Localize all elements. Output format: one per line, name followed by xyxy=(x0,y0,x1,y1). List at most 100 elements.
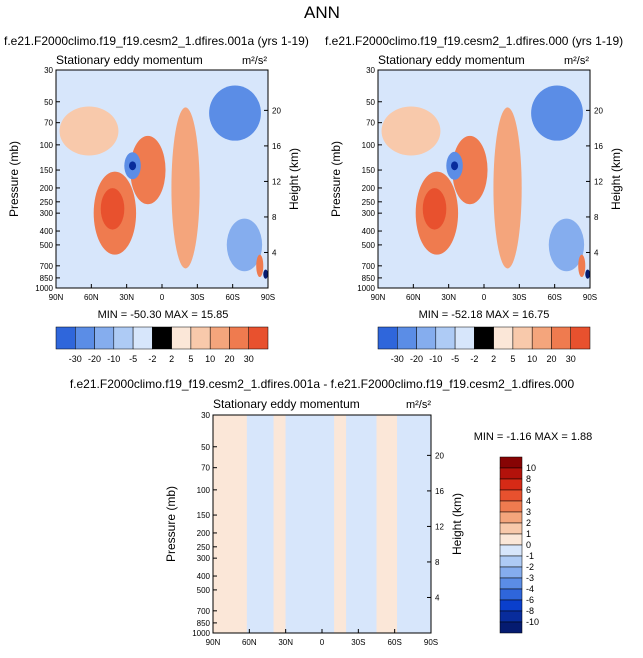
field-region xyxy=(334,415,347,633)
y2-tick-label: 20 xyxy=(272,106,281,115)
main-title: ANN xyxy=(304,3,340,22)
colorbar-label: 3 xyxy=(526,507,531,517)
y2-tick-label: 8 xyxy=(272,213,277,222)
x-tick-label: 0 xyxy=(320,638,325,647)
colorbar-swatch xyxy=(499,522,523,535)
colorbar-label: -30 xyxy=(391,354,404,364)
y-tick-label: 300 xyxy=(40,209,54,218)
y-tick-label: 850 xyxy=(362,274,376,283)
y-tick-label: 1000 xyxy=(35,284,53,293)
x-tick-label: 60S xyxy=(548,293,562,302)
colorbar-label: -10 xyxy=(429,354,442,364)
colorbar-swatch xyxy=(499,555,523,568)
x-tick-label: 30N xyxy=(119,293,134,302)
y2-tick-label: 12 xyxy=(272,177,281,186)
colorbar-label: 30 xyxy=(244,354,254,364)
panel-1-title: f.e21.F2000climo.f19_f19.cesm2_1.dfires.… xyxy=(4,34,309,48)
colorbar-swatch xyxy=(499,566,523,579)
x-tick-label: 0 xyxy=(482,293,487,302)
colorbar-label: -20 xyxy=(88,354,101,364)
y-tick-label: 1000 xyxy=(192,629,210,638)
x-tick-label: 90S xyxy=(583,293,597,302)
y-axis-label: Pressure (mb) xyxy=(164,486,178,562)
contour-feature xyxy=(585,269,590,279)
y-tick-label: 150 xyxy=(40,166,54,175)
colorbar-label: -6 xyxy=(526,595,534,605)
colorbar-swatch xyxy=(248,326,269,350)
x-tick-label: 30S xyxy=(351,638,365,647)
panel-3-title: f.e21.F2000climo.f19_f19.cesm2_1.dfires.… xyxy=(70,377,575,391)
colorbar-label: 2 xyxy=(169,354,174,364)
y2-tick-label: 16 xyxy=(594,142,603,151)
colorbar-swatch xyxy=(132,326,153,350)
x-tick-label: 30N xyxy=(278,638,293,647)
contour-feature xyxy=(129,161,137,171)
panel-3-field xyxy=(213,415,431,633)
y-tick-label: 100 xyxy=(197,486,211,495)
y2-tick-label: 4 xyxy=(435,593,440,602)
colorbar-swatch xyxy=(499,456,523,469)
colorbar-label: -5 xyxy=(129,354,137,364)
y-tick-label: 850 xyxy=(40,274,54,283)
y2-tick-label: 4 xyxy=(594,248,599,257)
y-tick-label: 30 xyxy=(44,66,53,75)
y2-tick-label: 12 xyxy=(435,522,444,531)
colorbar-swatch xyxy=(94,326,115,350)
colorbar-swatch xyxy=(531,326,552,350)
x-tick-label: 60S xyxy=(388,638,402,647)
panel-1-colorbar: -30 -20 -10 -5 -2 2 5 10 20 30 xyxy=(55,326,269,364)
colorbar-label: 10 xyxy=(526,463,536,473)
y-tick-label: 200 xyxy=(197,529,211,538)
y-tick-label: 50 xyxy=(201,443,210,452)
colorbar-swatch xyxy=(499,533,523,546)
colorbar-label: -10 xyxy=(526,617,539,627)
contour-feature xyxy=(209,85,261,141)
y2-axis-label: Height (km) xyxy=(450,493,464,555)
colorbar-label: -30 xyxy=(69,354,82,364)
x-tick-label: 60N xyxy=(84,293,99,302)
colorbar-label: 2 xyxy=(491,354,496,364)
colorbar-label: -4 xyxy=(526,584,534,594)
colorbar-swatch xyxy=(512,326,533,350)
panel-2-title: f.e21.F2000climo.f19_f19.cesm2_1.dfires.… xyxy=(325,34,623,48)
contour-feature xyxy=(226,218,263,272)
colorbar-swatch xyxy=(55,326,76,350)
y2-axis-label: Height (km) xyxy=(287,148,301,210)
y-tick-label: 1000 xyxy=(357,284,375,293)
contour-feature xyxy=(531,85,583,141)
y-tick-label: 70 xyxy=(44,119,53,128)
field-region xyxy=(273,415,286,633)
colorbar-label: -2 xyxy=(526,562,534,572)
panel-3-units: m²/s² xyxy=(406,399,431,411)
y2-tick-label: 8 xyxy=(435,558,440,567)
y2-tick-label: 16 xyxy=(435,487,444,496)
colorbar-swatch xyxy=(171,326,192,350)
colorbar-label: 0 xyxy=(526,540,531,550)
y-tick-label: 50 xyxy=(366,98,375,107)
colorbar-label: -3 xyxy=(526,573,534,583)
panel-2-stats: MIN = -52.18 MAX = 16.75 xyxy=(419,309,550,321)
panel-1-subtitle: Stationary eddy momentum xyxy=(56,53,203,67)
colorbar-swatch xyxy=(499,588,523,601)
y2-tick-label: 16 xyxy=(272,142,281,151)
colorbar-label: -2 xyxy=(470,354,478,364)
colorbar-label: 10 xyxy=(205,354,215,364)
y-tick-label: 200 xyxy=(40,184,54,193)
contour-feature xyxy=(263,269,268,279)
contour-feature xyxy=(171,107,200,269)
y2-tick-label: 4 xyxy=(272,248,277,257)
colorbar-swatch xyxy=(499,544,523,557)
x-tick-label: 90N xyxy=(206,638,221,647)
contour-feature xyxy=(451,161,459,171)
colorbar-swatch xyxy=(499,577,523,590)
y-tick-label: 400 xyxy=(197,572,211,581)
colorbar-swatch xyxy=(397,326,417,350)
y-tick-label: 400 xyxy=(40,227,54,236)
panel-1-axes: 90N 60N 30N 0 30S 60S 90S 30 50 70 100 150 200 250 300… xyxy=(7,66,301,302)
panel-3-subtitle: Stationary eddy momentum xyxy=(213,397,360,411)
x-tick-label: 60N xyxy=(242,638,257,647)
colorbar-label: 30 xyxy=(566,354,576,364)
y-tick-label: 700 xyxy=(362,262,376,271)
